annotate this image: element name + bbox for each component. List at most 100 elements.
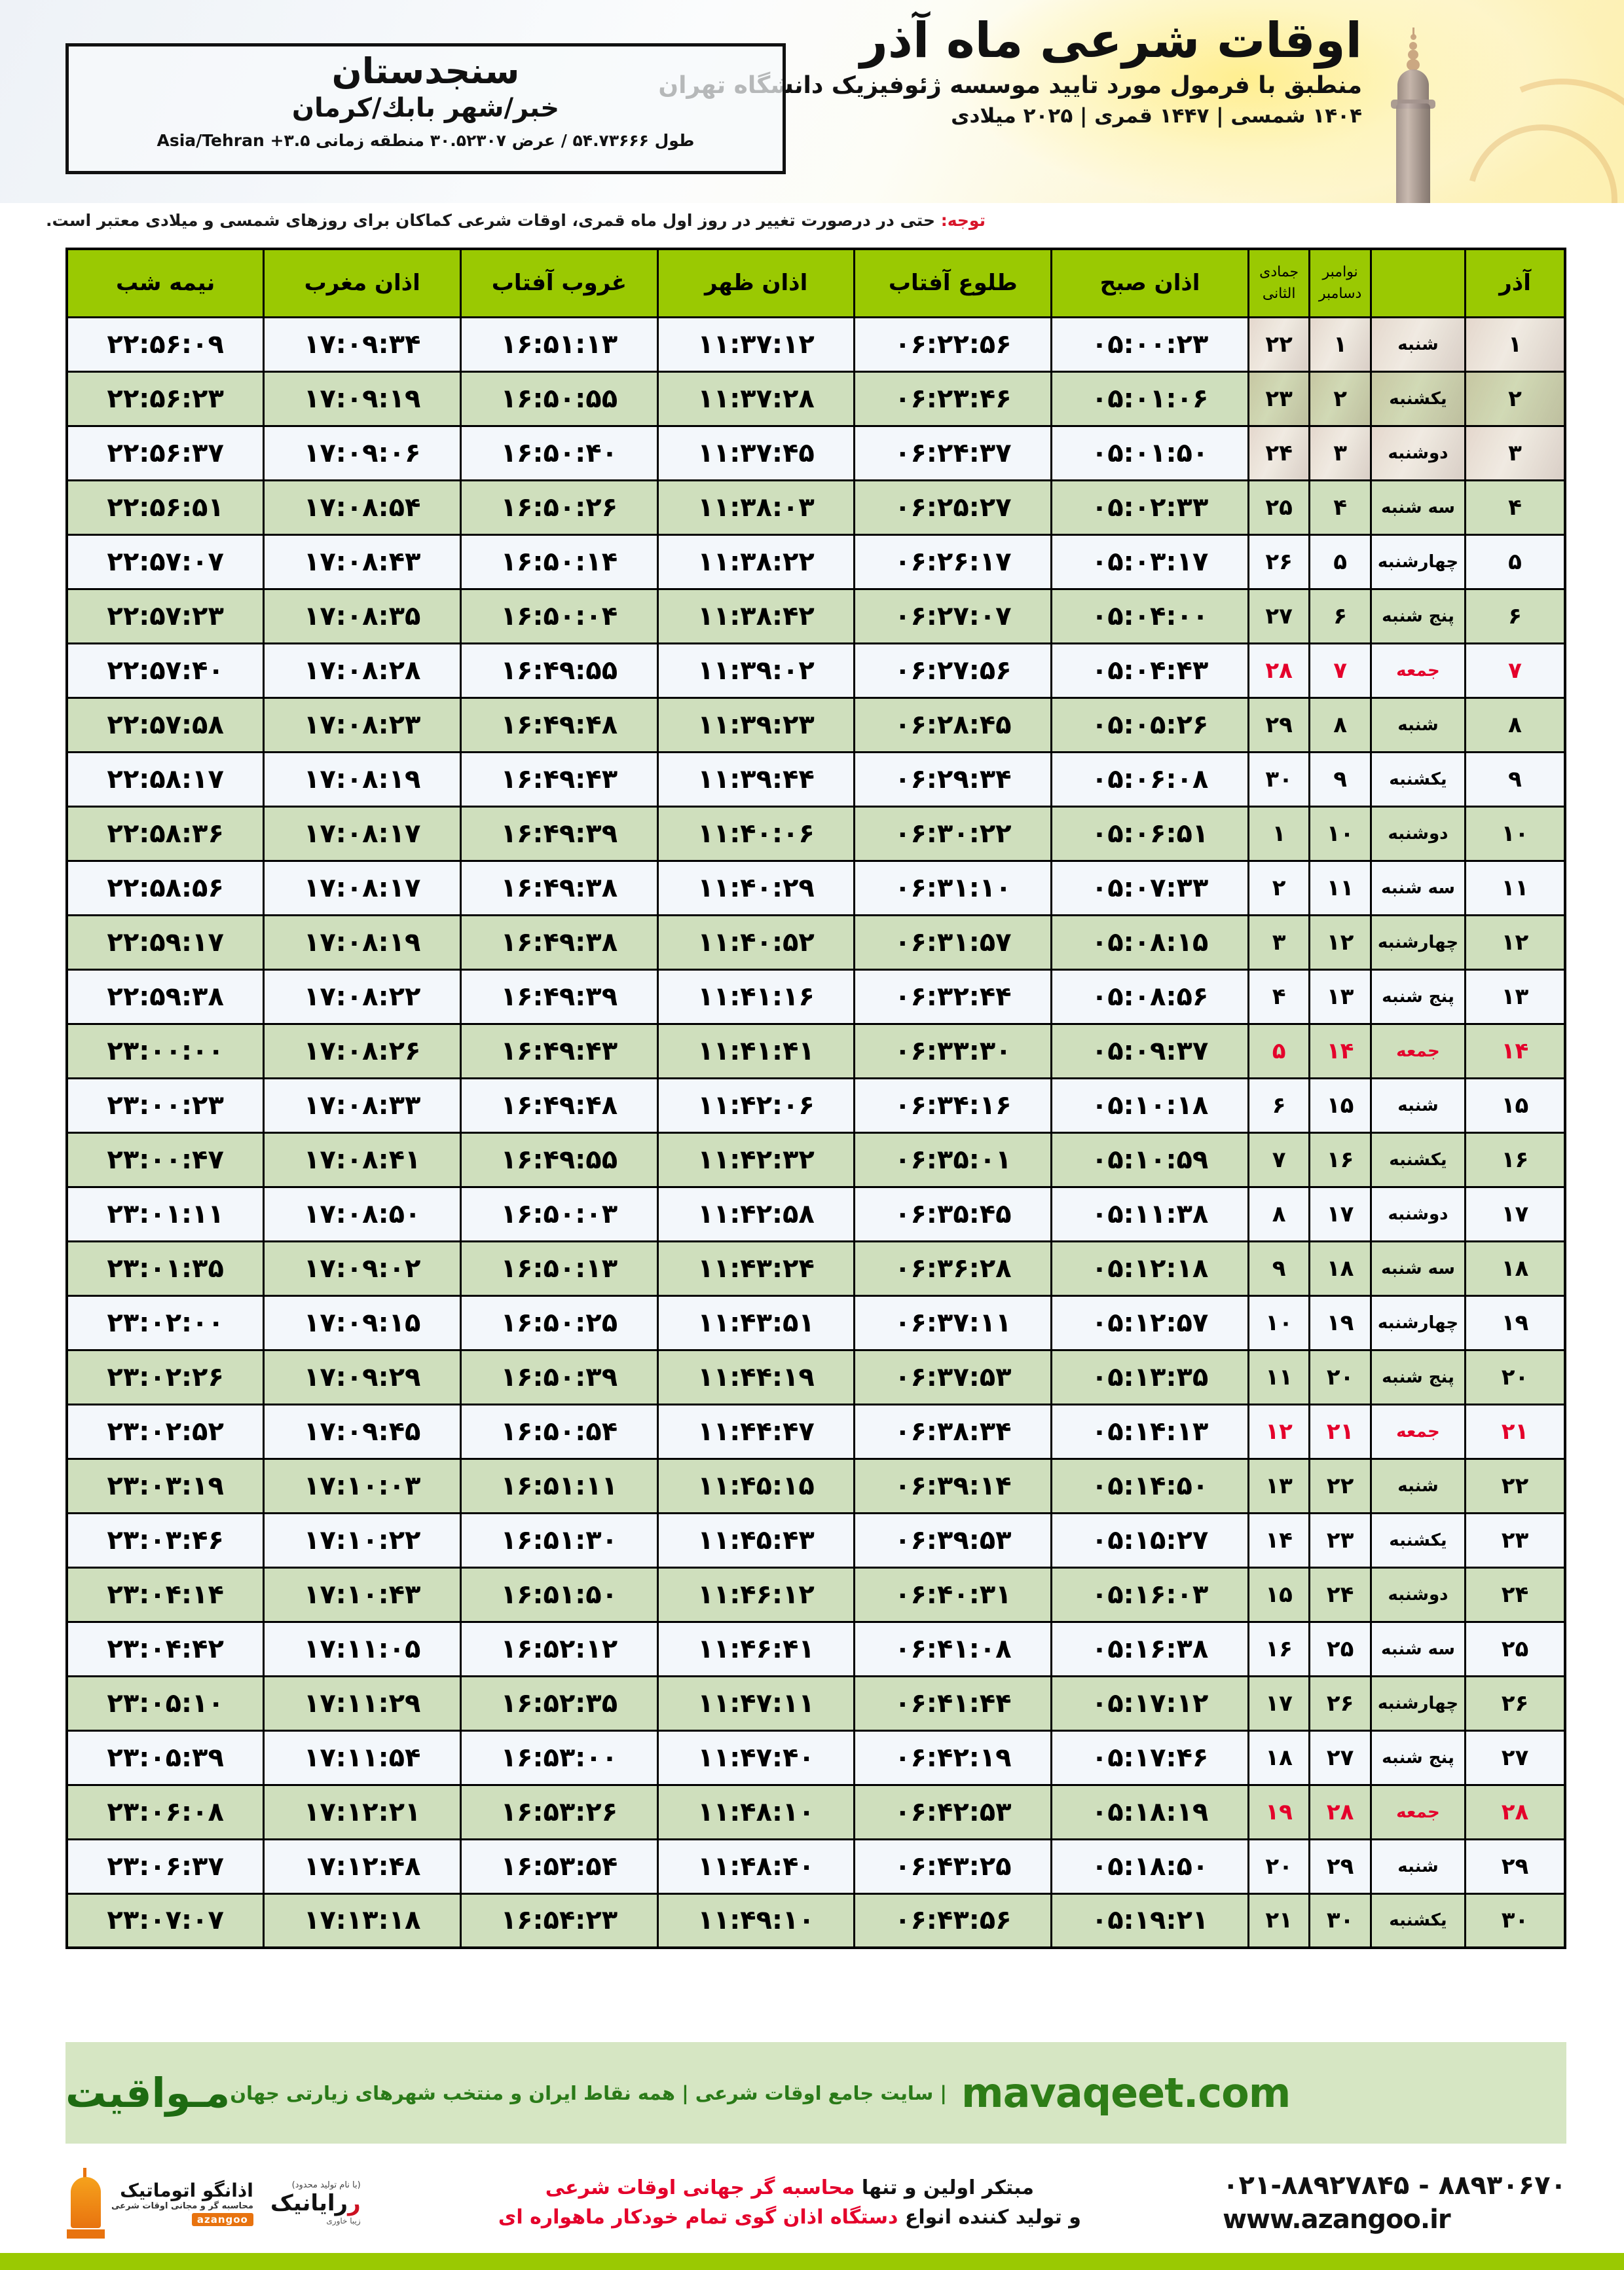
cell-azar: ۲۴ (1464, 1566, 1566, 1623)
table-row: ۱۰ دوشنبه ۱۰ ۱ ۰۵:۰۶:۵۱ ۰۶:۳۰:۲۲ ۱۱:۴۰:۰۶ ۱۶:۴۹… (65, 805, 1566, 862)
table-row: ۱۲ چهارشنبه ۱۲ ۳ ۰۵:۰۸:۱۵ ۰۶:۳۱:۵۷ ۱۱:۴۰:۵۲ ۱۶:… (65, 914, 1566, 971)
cell-gregorian: ۱۰ (1308, 805, 1372, 862)
footer-bar: ۰۲۱-۸۸۹۲۷۸۴۵ - ۸۸۹۳۰۶۷۰ www.azangoo.ir م… (65, 2153, 1567, 2252)
cell-sunset: ۱۶:۵۰:۰۳ (460, 1185, 659, 1242)
cell-dayname: دوشنبه (1369, 1566, 1467, 1623)
cell-azar: ۲۱ (1464, 1403, 1566, 1460)
cell-fajr: ۰۵:۰۸:۵۶ (1050, 968, 1249, 1025)
cell-hijri: ۲ (1247, 859, 1311, 916)
cell-dhuhr: ۱۱:۴۳:۵۱ (656, 1294, 856, 1351)
cell-sunrise: ۰۶:۳۸:۳۴ (853, 1403, 1053, 1460)
cell-azar: ۲۵ (1464, 1620, 1566, 1677)
cell-fajr: ۰۵:۱۶:۳۸ (1050, 1620, 1249, 1677)
cell-dayname: شنبه (1369, 1077, 1467, 1134)
cell-dayname: سه شنبه (1369, 859, 1467, 916)
cell-dhuhr: ۱۱:۳۹:۲۳ (656, 696, 856, 753)
location-name: سنجدستان (331, 50, 520, 92)
cell-dayname: شنبه (1369, 696, 1467, 753)
cell-midnight: ۲۳:۰۰:۰۰ (65, 1022, 265, 1079)
cell-sunrise: ۰۶:۴۳:۵۶ (853, 1892, 1053, 1949)
cell-fajr: ۰۵:۰۷:۳۳ (1050, 859, 1249, 916)
cell-azar: ۸ (1464, 696, 1566, 753)
cell-sunset: ۱۶:۵۴:۲۳ (460, 1892, 659, 1949)
slogan-2-highlight: دستگاه اذان گوی تمام خودکار ماهواره ای (498, 2206, 898, 2229)
prayer-times-table-wrapper: آذر نوامبر دسامبر جمادی الثانی اذان صبح … (65, 248, 1566, 1949)
cell-midnight: ۲۳:۰۱:۳۵ (65, 1240, 265, 1297)
table-row: ۱ شنبه ۱ ۲۲ ۰۵:۰۰:۲۳ ۰۶:۲۲:۵۶ ۱۱:۳۷:۱۲ ۱۶:۵۱:۱۳… (65, 316, 1566, 373)
table-row: ۳۰ یکشنبه ۳۰ ۲۱ ۰۵:۱۹:۲۱ ۰۶:۴۳:۵۶ ۱۱:۴۹:۱۰ ۱۶:۵… (65, 1892, 1566, 1949)
cell-maghrib: ۱۷:۰۹:۰۶ (263, 424, 462, 481)
cell-maghrib: ۱۷:۰۹:۳۴ (263, 316, 462, 373)
cell-sunset: ۱۶:۵۲:۱۲ (460, 1620, 659, 1677)
cell-azar: ۱۵ (1464, 1077, 1566, 1134)
cell-sunset: ۱۶:۴۹:۳۸ (460, 914, 659, 971)
cell-hijri: ۱۵ (1247, 1566, 1311, 1623)
cell-fajr: ۰۵:۰۶:۰۸ (1050, 751, 1249, 808)
cell-azar: ۱۹ (1464, 1294, 1566, 1351)
cell-dhuhr: ۱۱:۴۰:۲۹ (656, 859, 856, 916)
cell-dayname: شنبه (1369, 1838, 1467, 1895)
cell-gregorian: ۸ (1308, 696, 1372, 753)
cell-hijri: ۱۸ (1247, 1729, 1311, 1786)
cell-dhuhr: ۱۱:۳۹:۴۴ (656, 751, 856, 808)
calendar-systems-line: ۱۴۰۴ شمسی | ۱۴۴۷ قمری | ۲۰۲۵ میلادی (951, 104, 1362, 128)
table-row: ۲ یکشنبه ۲ ۲۳ ۰۵:۰۱:۰۶ ۰۶:۲۳:۴۶ ۱۱:۳۷:۲۸ ۱۶:۵۰:… (65, 370, 1566, 427)
cell-sunset: ۱۶:۵۰:۲۵ (460, 1294, 659, 1351)
cell-maghrib: ۱۷:۰۸:۲۶ (263, 1022, 462, 1079)
cell-gregorian: ۱۹ (1308, 1294, 1372, 1351)
cell-gregorian: ۱۶ (1308, 1131, 1372, 1188)
brand-website-link[interactable]: mavaqeet.com (961, 2069, 1291, 2117)
col-header-dayname (1369, 248, 1467, 318)
cell-azar: ۹ (1464, 751, 1566, 808)
cell-hijri: ۸ (1247, 1185, 1311, 1242)
rayaneek-logo-rest: رایانیک (270, 2189, 348, 2216)
cell-maghrib: ۱۷:۰۸:۵۰ (263, 1185, 462, 1242)
cell-dayname: یکشنبه (1369, 1892, 1467, 1949)
cell-hijri: ۲۵ (1247, 479, 1311, 536)
cell-hijri: ۱۳ (1247, 1457, 1311, 1514)
footer-website[interactable]: www.azangoo.ir (1223, 2205, 1450, 2235)
cell-gregorian: ۶ (1308, 587, 1372, 644)
cell-maghrib: ۱۷:۰۹:۰۲ (263, 1240, 462, 1297)
cell-midnight: ۲۳:۰۱:۱۱ (65, 1185, 265, 1242)
cell-azar: ۶ (1464, 587, 1566, 644)
cell-dhuhr: ۱۱:۴۳:۲۴ (656, 1240, 856, 1297)
cell-maghrib: ۱۷:۰۸:۳۵ (263, 587, 462, 644)
cell-sunrise: ۰۶:۳۰:۲۲ (853, 805, 1053, 862)
cell-gregorian: ۲۲ (1308, 1457, 1372, 1514)
cell-gregorian: ۲۸ (1308, 1783, 1372, 1840)
cell-dhuhr: ۱۱:۴۱:۴۱ (656, 1022, 856, 1079)
cell-midnight: ۲۲:۵۶:۲۳ (65, 370, 265, 427)
cell-dayname: جمعه (1369, 1403, 1467, 1460)
cell-hijri: ۲۸ (1247, 642, 1311, 699)
cell-dayname: یکشنبه (1369, 1512, 1467, 1569)
cell-azar: ۱۴ (1464, 1022, 1566, 1079)
table-row: ۷ جمعه ۷ ۲۸ ۰۵:۰۴:۴۳ ۰۶:۲۷:۵۶ ۱۱:۳۹:۰۲ ۱۶:۴۹:۵۵… (65, 642, 1566, 699)
cell-fajr: ۰۵:۱۸:۱۹ (1050, 1783, 1249, 1840)
cell-dhuhr: ۱۱:۳۸:۰۳ (656, 479, 856, 536)
cell-gregorian: ۲۴ (1308, 1566, 1372, 1623)
cell-sunset: ۱۶:۴۹:۴۳ (460, 751, 659, 808)
cell-sunrise: ۰۶:۳۴:۱۶ (853, 1077, 1053, 1134)
cell-dhuhr: ۱۱:۴۷:۱۱ (656, 1675, 856, 1732)
cell-gregorian: ۲۳ (1308, 1512, 1372, 1569)
cell-gregorian: ۴ (1308, 479, 1372, 536)
table-row: ۱۸ سه شنبه ۱۸ ۹ ۰۵:۱۲:۱۸ ۰۶:۳۶:۲۸ ۱۱:۴۳:۲۴ ۱۶:۵… (65, 1240, 1566, 1297)
cell-gregorian: ۲۷ (1308, 1729, 1372, 1786)
cell-sunrise: ۰۶:۴۱:۴۴ (853, 1675, 1053, 1732)
footer-slogan-line-1: مبتکر اولین و تنها محاسبه گر جهانی اوقات… (392, 2173, 1187, 2203)
cell-gregorian: ۱۷ (1308, 1185, 1372, 1242)
cell-fajr: ۰۵:۱۷:۴۶ (1050, 1729, 1249, 1786)
brand-banner: مـواقیت | سایت جامع اوقات شرعی | همه نقا… (65, 2042, 1566, 2144)
cell-dhuhr: ۱۱:۴۶:۱۲ (656, 1566, 856, 1623)
cell-sunrise: ۰۶:۲۹:۳۴ (853, 751, 1053, 808)
cell-gregorian: ۵ (1308, 533, 1372, 590)
cell-hijri: ۲۱ (1247, 1892, 1311, 1949)
azangoo-logo-title: اذانگو اتوماتیک (120, 2179, 254, 2201)
cell-fajr: ۰۵:۰۶:۵۱ (1050, 805, 1249, 862)
cell-sunrise: ۰۶:۴۳:۲۵ (853, 1838, 1053, 1895)
cell-gregorian: ۲۵ (1308, 1620, 1372, 1677)
cell-maghrib: ۱۷:۱۱:۲۹ (263, 1675, 462, 1732)
col-header-sunrise: طلوع آفتاب (853, 248, 1053, 318)
cell-fajr: ۰۵:۰۵:۲۶ (1050, 696, 1249, 753)
